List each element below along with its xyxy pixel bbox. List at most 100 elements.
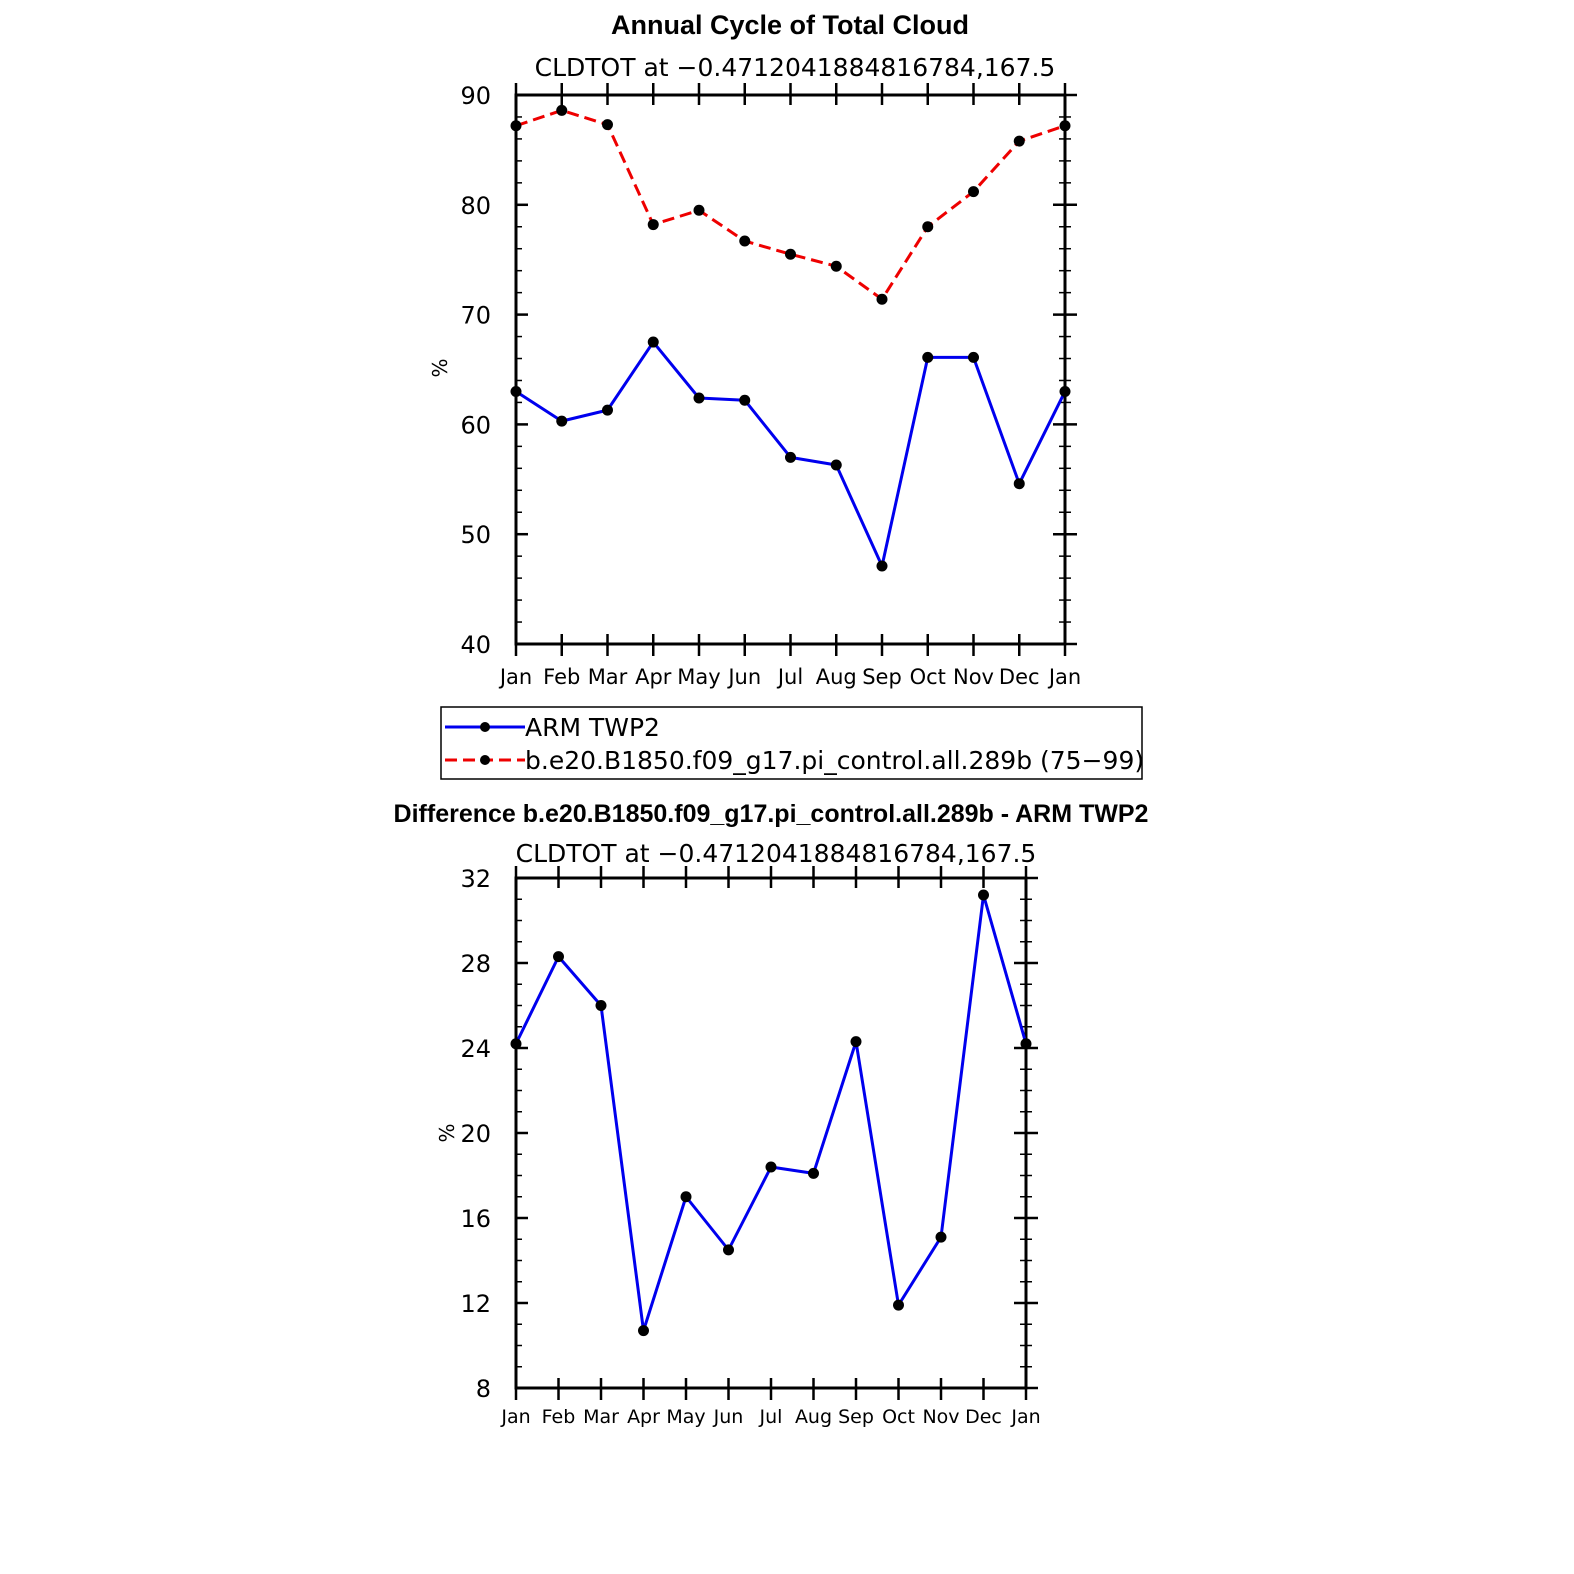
x-tick-label: Apr bbox=[635, 665, 672, 689]
top-chart-subtitle: CLDTOT at −0.4712041884816784,167.5 bbox=[535, 53, 1056, 82]
data-point bbox=[935, 1231, 947, 1243]
data-point bbox=[553, 951, 564, 963]
series-line-1 bbox=[515, 108, 1066, 301]
data-point bbox=[850, 1036, 862, 1048]
y-tick-label: 60 bbox=[460, 411, 491, 439]
data-point bbox=[1059, 120, 1071, 132]
legend-label-model: b.e20.B1850.f09_g17.pi_control.all.289b … bbox=[525, 746, 1144, 775]
data-point bbox=[647, 219, 659, 231]
x-tick-label: Jan bbox=[1010, 1406, 1040, 1428]
data-point bbox=[808, 1167, 819, 1179]
x-tick-label: Jun bbox=[713, 1406, 744, 1428]
data-point bbox=[602, 119, 613, 131]
data-point bbox=[765, 1161, 777, 1173]
x-tick-label: Mar bbox=[583, 1406, 619, 1428]
y-tick-label: 12 bbox=[460, 1290, 491, 1318]
data-point bbox=[1059, 385, 1071, 397]
data-point bbox=[785, 451, 796, 463]
data-point bbox=[739, 235, 751, 247]
bottom-chart-ylabel: % bbox=[435, 1123, 459, 1142]
bottom-chart: Difference b.e20.B1850.f09_g17.pi_contro… bbox=[394, 800, 1149, 1428]
legend-box bbox=[440, 706, 1143, 780]
data-point bbox=[1013, 135, 1025, 147]
data-point bbox=[978, 889, 989, 901]
x-tick-label: Apr bbox=[627, 1406, 660, 1428]
data-point bbox=[1020, 1038, 1032, 1050]
bottom-chart-x-tick-labels: Jan Feb Mar Apr May Jun Jul Aug Sep Oct Nov Dec Jan bbox=[500, 1406, 1040, 1428]
bottom-chart-subtitle: CLDTOT at −0.4712041884816784,167.5 bbox=[516, 839, 1037, 868]
y-tick-label: 16 bbox=[460, 1205, 491, 1233]
top-chart-y-tick-labels: 40 50 60 70 80 90 bbox=[460, 82, 491, 659]
x-tick-label: Dec bbox=[999, 665, 1040, 689]
y-tick-label: 40 bbox=[460, 631, 491, 659]
data-point bbox=[595, 1000, 607, 1011]
data-point bbox=[830, 260, 842, 272]
x-tick-label: Oct bbox=[910, 665, 946, 689]
x-tick-label: Sep bbox=[862, 665, 902, 689]
bottom-chart-title: Difference b.e20.B1850.f09_g17.pi_contro… bbox=[394, 800, 1149, 828]
x-tick-label: Feb bbox=[542, 1406, 576, 1428]
x-tick-label: Aug bbox=[795, 1406, 832, 1428]
data-point bbox=[638, 1325, 649, 1337]
legend-marker-model bbox=[480, 755, 490, 765]
data-point bbox=[876, 293, 888, 305]
data-point bbox=[556, 415, 568, 427]
data-point bbox=[893, 1299, 904, 1311]
top-chart-ylabel: % bbox=[428, 358, 452, 377]
data-point bbox=[922, 221, 934, 233]
x-tick-label: Aug bbox=[816, 665, 857, 689]
y-tick-label: 24 bbox=[460, 1035, 491, 1063]
x-tick-label: Oct bbox=[882, 1406, 915, 1428]
data-point bbox=[556, 104, 568, 116]
x-tick-label: May bbox=[677, 665, 720, 689]
legend-entry-arm: ARM TWP2 bbox=[445, 713, 660, 742]
y-tick-label: 70 bbox=[460, 302, 491, 330]
x-tick-label: Jul bbox=[759, 1406, 783, 1428]
bottom-chart-ticks bbox=[514, 866, 1038, 1400]
data-point bbox=[693, 204, 705, 216]
y-tick-label: 80 bbox=[460, 192, 491, 220]
data-point bbox=[510, 120, 522, 132]
x-tick-label: Sep bbox=[838, 1406, 874, 1428]
top-chart-series bbox=[510, 104, 1071, 572]
bottom-chart-series bbox=[510, 889, 1032, 1337]
data-point bbox=[647, 336, 659, 348]
y-tick-label: 8 bbox=[476, 1375, 491, 1403]
data-point bbox=[1013, 478, 1025, 490]
x-tick-label: Nov bbox=[953, 665, 994, 689]
x-tick-label: Jan bbox=[500, 1406, 530, 1428]
data-point bbox=[723, 1244, 734, 1256]
legend-entry-model: b.e20.B1850.f09_g17.pi_control.all.289b … bbox=[445, 746, 1144, 775]
y-tick-label: 90 bbox=[460, 82, 491, 110]
data-point bbox=[680, 1191, 692, 1203]
y-tick-label: 28 bbox=[460, 950, 491, 978]
legend: ARM TWP2 b.e20.B1850.f09_g17.pi_control.… bbox=[440, 706, 1144, 780]
x-tick-label: Dec bbox=[965, 1406, 1002, 1428]
data-point bbox=[968, 186, 979, 198]
data-point bbox=[510, 385, 522, 397]
data-point bbox=[876, 560, 888, 572]
x-tick-label: Jun bbox=[726, 665, 761, 689]
x-tick-label: Feb bbox=[543, 665, 580, 689]
series-line-0 bbox=[514, 893, 1028, 1333]
x-tick-label: May bbox=[666, 1406, 705, 1428]
top-chart-x-tick-labels: Jan Feb Mar Apr May Jun Jul Aug Sep Oct Nov Dec Jan bbox=[498, 665, 1081, 689]
top-chart-title: Annual Cycle of Total Cloud bbox=[611, 10, 969, 40]
x-tick-label: Jan bbox=[1047, 665, 1081, 689]
y-tick-label: 50 bbox=[460, 521, 491, 549]
x-tick-label: Jul bbox=[776, 665, 803, 689]
data-point bbox=[510, 1038, 522, 1050]
legend-marker-arm bbox=[480, 722, 490, 732]
x-tick-label: Mar bbox=[588, 665, 628, 689]
data-point bbox=[830, 459, 842, 471]
top-chart-frame bbox=[514, 93, 1067, 646]
data-point bbox=[968, 351, 979, 363]
data-point bbox=[693, 392, 705, 404]
bottom-chart-y-tick-labels: 8 12 16 20 24 28 32 bbox=[460, 865, 491, 1403]
y-tick-label: 32 bbox=[460, 865, 491, 893]
x-tick-label: Nov bbox=[922, 1406, 959, 1428]
x-tick-label: Jan bbox=[498, 665, 532, 689]
bottom-chart-frame bbox=[514, 876, 1028, 1390]
data-point bbox=[785, 248, 796, 260]
